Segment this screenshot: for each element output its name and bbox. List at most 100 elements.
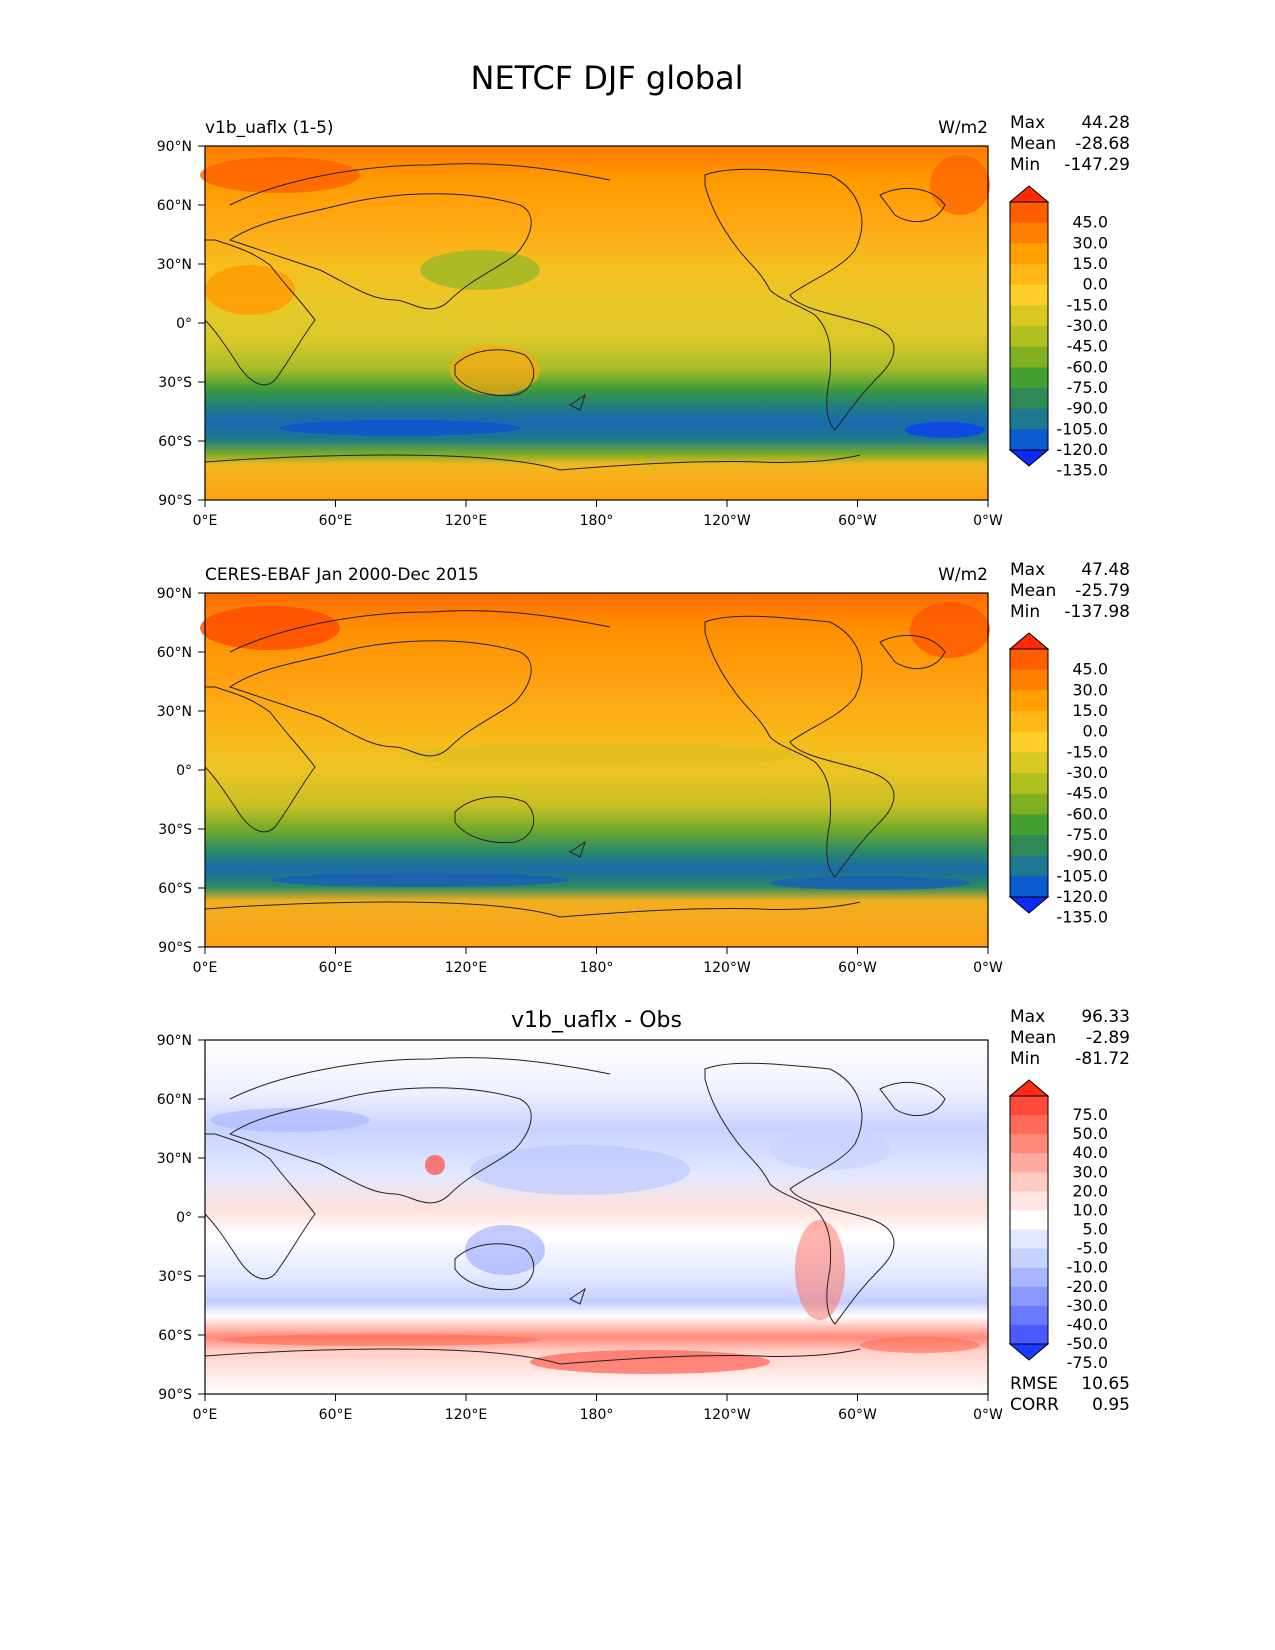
panel-left-title: CERES-EBAF Jan 2000-Dec 2015 [205,565,479,585]
colorbar-segment [1010,814,1048,836]
stat-label: CORR [1010,1395,1059,1415]
colorbar-tick-label: 0.0 [1083,722,1108,741]
lat-tick-label: 90°S [158,1387,192,1403]
stat-value: -25.79 [1075,581,1130,601]
sahara-orange-patch [205,265,295,315]
stat-value: -2.89 [1086,1028,1130,1048]
colorbar-tick-label: -30.0 [1067,763,1108,782]
colorbar-segment [1010,1191,1048,1211]
colorbar: 45.030.0 15.0 0.0-15.0 -30.0 -45.0-60.0 -75.0… [1008,632,1108,927]
lat-tick-label: 0° [176,763,192,779]
lon-tick-label: 180° [580,513,614,529]
lat-axis: 90°N 60°N 30°N 0° 30°S 60°S 90°S [157,586,205,956]
colorbar-segment [1010,1115,1048,1135]
colorbar-segment [1010,1229,1048,1250]
colorbar-tick-label: -30.0 [1067,1296,1108,1315]
lat-tick-label: 0° [176,316,192,332]
colorbar-segment [1010,1267,1048,1288]
panel-difference: v1b_uaflx - Obs [157,1007,1130,1423]
lon-tick-label: 60°W [838,513,877,529]
colorbar-tick-label: -20.0 [1067,1277,1108,1296]
figure-title: NETCF DJF global [471,59,744,97]
coastlines [204,163,946,471]
colorbar-segment [1010,264,1048,286]
lon-tick-label: 180° [580,960,614,976]
colorbar-tick-label: 45.0 [1072,660,1108,679]
blue-anomaly-patch [210,1108,370,1132]
lon-tick-label: 120°E [445,1407,488,1423]
colorbar-segment [1010,326,1048,348]
panel-units: W/m2 [938,118,988,138]
stat-label: Mean [1010,134,1056,154]
colorbar-segment [1010,773,1048,795]
colorbar-segment [1010,1305,1048,1326]
colorbar-segment [1010,1096,1048,1116]
colorbar-tick-label: -15.0 [1067,295,1108,314]
red-anomaly-patch [425,1155,445,1175]
stat-value: -137.98 [1064,602,1130,622]
stat-value: 47.48 [1081,560,1130,580]
colorbar-segment [1010,305,1048,327]
lat-tick-label: 30°S [158,822,192,838]
stats-block: Max 96.33 Mean -2.89 Min -81.72 [1010,1007,1130,1069]
stat-label: Max [1010,113,1045,133]
colorbar-tick-label: 30.0 [1072,680,1108,699]
colorbar-tick-label: 75.0 [1072,1105,1108,1124]
southern-ocean-blue-patch [280,420,520,436]
lon-tick-label: 60°W [838,960,877,976]
colorbar-tick-label: -15.0 [1067,742,1108,761]
lat-tick-label: 60°N [157,1092,192,1108]
lon-tick-label: 60°E [319,513,353,529]
arctic-red-patch [200,157,360,193]
stat-value: 44.28 [1081,113,1130,133]
stat-value: 96.33 [1081,1007,1130,1027]
lon-tick-label: 180° [580,1407,614,1423]
stat-label: Min [1010,602,1040,622]
panel-model: v1b_uaflx (1-5) W/m2 [157,113,1130,529]
colorbar-tick-label: -50.0 [1067,1334,1108,1353]
lat-tick-label: 30°S [158,1269,192,1285]
stat-value: -81.72 [1075,1049,1130,1069]
map-area [200,145,990,501]
lat-tick-label: 60°S [158,881,192,897]
lon-tick-label: 120°W [703,1407,751,1423]
colorbar-tick-label: -90.0 [1067,846,1108,865]
colorbar-segment [1010,346,1048,368]
lat-tick-label: 60°N [157,198,192,214]
colorbar-segment [1010,835,1048,857]
colorbar-segment [1010,690,1048,712]
lat-tick-label: 60°S [158,434,192,450]
lat-tick-label: 90°N [157,586,192,602]
stat-value: 10.65 [1081,1374,1130,1394]
lon-tick-label: 120°E [445,513,488,529]
lat-tick-label: 30°N [157,257,192,273]
colorbar-tick-label: 40.0 [1072,1143,1108,1162]
southern-ocean-blue-patch [905,422,985,438]
panel-center-title: v1b_uaflx - Obs [511,1008,682,1033]
colorbar-tick-label: 30.0 [1072,1162,1108,1181]
coastlines [204,610,946,918]
colorbar-tick-label: -105.0 [1056,866,1108,885]
colorbar: 75.050.040.030.020.010.05.0-5.0-10.0-20.… [1008,1079,1108,1372]
colorbar-tick-label: -105.0 [1056,419,1108,438]
colorbar-tick-label: -60.0 [1067,804,1108,823]
colorbar-segment [1010,1172,1048,1192]
blue-anomaly-patch [465,1225,545,1275]
colorbar-segment [1010,222,1048,244]
lon-tick-label: 0°E [193,960,218,976]
red-anomaly-patch [860,1337,980,1353]
colorbar-tick-label: -120.0 [1056,887,1108,906]
colorbar-tick-label: -135.0 [1056,908,1108,927]
stat-value: -147.29 [1064,155,1130,175]
lat-tick-label: 90°N [157,1033,192,1049]
lon-tick-label: 60°E [319,960,353,976]
stats-block: Max 47.48 Mean -25.79 Min -137.98 [1010,560,1130,622]
colorbar-tick-label: 0.0 [1083,275,1108,294]
lon-tick-label: 120°W [703,960,751,976]
colorbar-segment [1010,793,1048,815]
stat-value: -28.68 [1075,134,1130,154]
lon-tick-label: 120°E [445,960,488,976]
colorbar-tick-label: -5.0 [1077,1239,1108,1258]
arctic-red-patch [930,155,990,215]
stat-label: Mean [1010,1028,1056,1048]
